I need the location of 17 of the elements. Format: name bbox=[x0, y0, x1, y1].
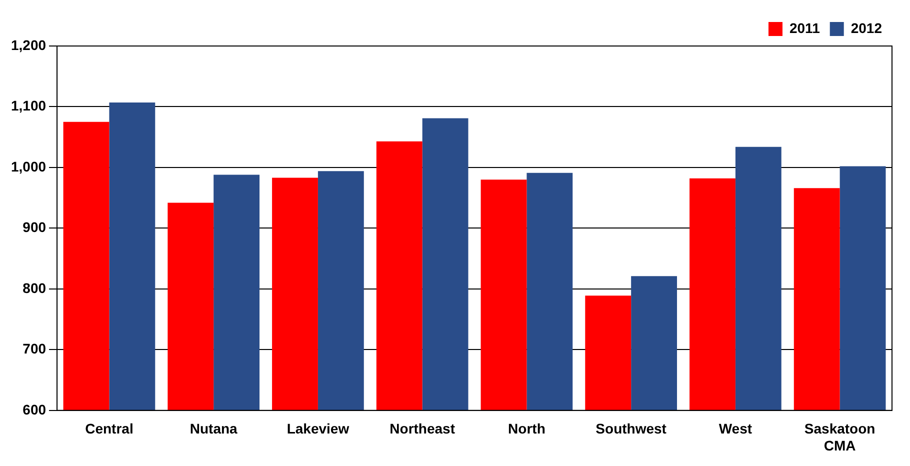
x-tick-label: North bbox=[508, 420, 546, 437]
y-tick-label: 1,200 bbox=[10, 36, 46, 53]
y-tick-label: 700 bbox=[22, 340, 46, 357]
y-tick-label: 900 bbox=[22, 219, 46, 236]
x-tick-label: Northeast bbox=[390, 420, 456, 437]
y-tick-label: 600 bbox=[22, 401, 46, 418]
y-tick-label: 800 bbox=[22, 280, 46, 296]
y-tick-label: 1,000 bbox=[10, 158, 46, 174]
x-tick-label: Central bbox=[85, 420, 134, 437]
y-tick-label: 1,100 bbox=[10, 98, 46, 114]
legend-label: 2011 bbox=[789, 20, 820, 36]
x-tick-label: West bbox=[718, 420, 752, 437]
x-tick-label: Saskatoon CMA bbox=[804, 420, 876, 454]
x-tick-label: Lakeview bbox=[286, 420, 350, 437]
x-tick-label: Southwest bbox=[596, 420, 667, 437]
x-tick-label: Nutana bbox=[190, 420, 238, 437]
legend-label: 2012 bbox=[850, 20, 882, 36]
